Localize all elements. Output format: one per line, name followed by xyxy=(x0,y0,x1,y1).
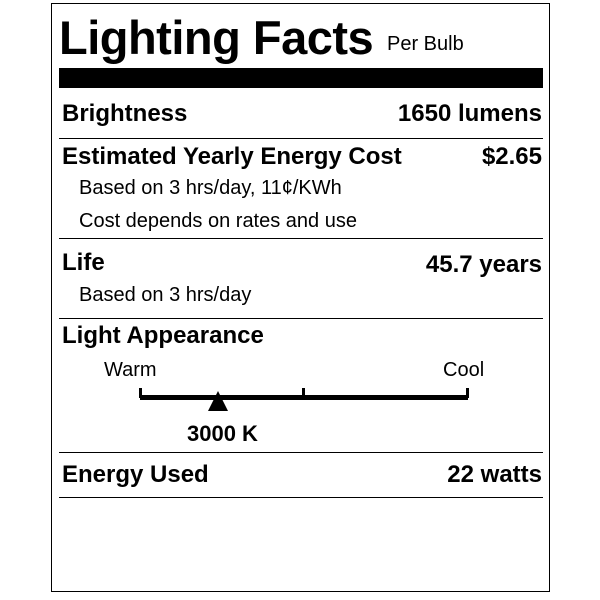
energy-used-value: 22 watts xyxy=(447,461,542,488)
divider xyxy=(59,138,543,139)
life-label: Life xyxy=(62,249,105,276)
warm-label: Warm xyxy=(104,359,157,381)
energy-cost-note-1: Based on 3 hrs/day, 11¢/KWh xyxy=(79,177,342,199)
divider xyxy=(59,452,543,453)
divider xyxy=(59,238,543,239)
life-value: 45.7 years xyxy=(425,251,542,278)
divider xyxy=(59,318,543,319)
scale-tick-warm xyxy=(139,388,142,398)
energy-cost-note-2: Cost depends on rates and use xyxy=(79,210,357,232)
scale-tick-middle xyxy=(302,388,305,398)
brightness-label: Brightness xyxy=(62,100,188,127)
lighting-facts-label xyxy=(51,3,550,592)
cool-label: Cool xyxy=(443,359,485,381)
label-subtitle: Per Bulb xyxy=(387,33,464,55)
scale-tick-cool xyxy=(466,388,469,398)
divider xyxy=(59,497,543,498)
energy-cost-value: $2.65 xyxy=(481,143,542,170)
label-title: Lighting Facts xyxy=(59,11,374,64)
life-note: Based on 3 hrs/day xyxy=(79,284,252,306)
energy-used-label: Energy Used xyxy=(62,461,209,488)
color-temperature-value: 3000 K xyxy=(187,421,258,446)
energy-cost-label: Estimated Yearly Energy Cost xyxy=(62,143,402,170)
color-temperature-pointer-icon xyxy=(208,391,228,411)
light-appearance-label: Light Appearance xyxy=(62,322,264,349)
brightness-value: 1650 lumens xyxy=(397,100,542,127)
title-divider-bar xyxy=(59,68,543,88)
